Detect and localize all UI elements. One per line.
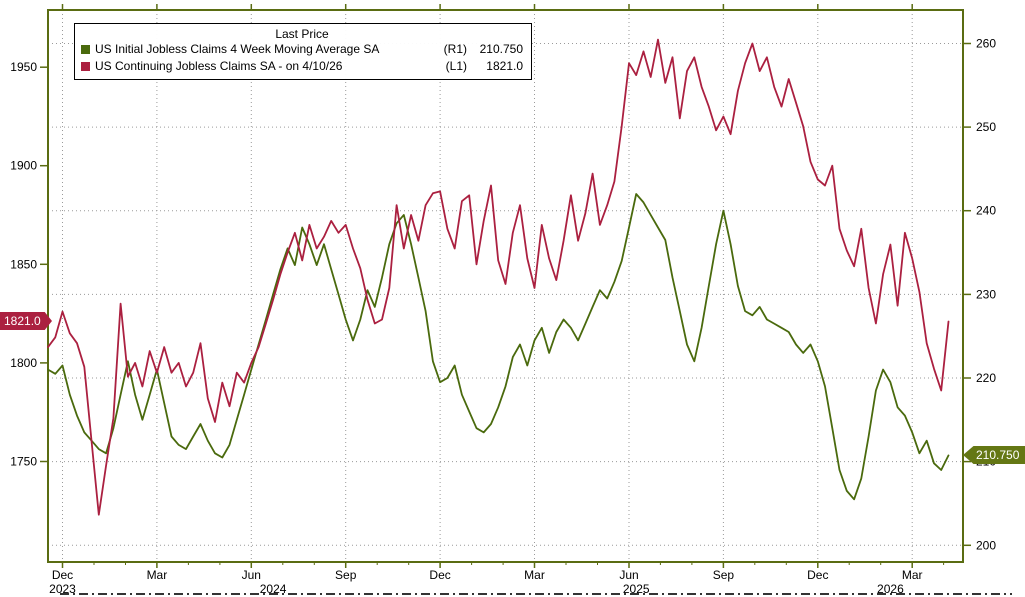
x-axis-month-label: Dec xyxy=(52,568,73,582)
plot-border xyxy=(47,9,964,563)
x-axis-month-label: Sep xyxy=(713,568,735,582)
right-axis-tick-label: 220 xyxy=(976,371,996,385)
right-axis-tick-label: 230 xyxy=(976,287,996,301)
legend-value-initial-claims: 210.750 xyxy=(479,42,523,56)
series-swatch-initial-claims xyxy=(81,45,90,54)
series-swatch-continuing-claims xyxy=(81,62,90,71)
right-axis-tick-label: 200 xyxy=(976,538,996,552)
price-tag-right-value: 210.750 xyxy=(976,448,1020,462)
right-axis-tick-label: 240 xyxy=(976,204,996,218)
left-axis-tick-label: 1750 xyxy=(10,455,37,469)
left-axis-tick-label: 1950 xyxy=(10,60,37,74)
legend-axis-tag-continuing-claims: (L1) xyxy=(445,59,467,73)
x-axis-year-label: 2023 xyxy=(49,582,76,596)
left-axis-tick-label: 1850 xyxy=(10,257,37,271)
x-axis-month-label: Dec xyxy=(807,568,828,582)
x-axis-month-label: Mar xyxy=(524,568,545,582)
price-tag-right: 210.750 xyxy=(963,446,1025,464)
legend-value-continuing-claims: 1821.0 xyxy=(486,59,523,73)
right-axis-tick-label: 260 xyxy=(976,37,996,51)
x-axis-year-label: 2026 xyxy=(877,582,904,596)
left-axis-tick-label: 1800 xyxy=(10,356,37,370)
legend-title: Last Price xyxy=(275,27,329,41)
left-axis-tick-label: 1900 xyxy=(10,159,37,173)
legend-row-continuing-claims[interactable]: US Continuing Jobless Claims SA - on 4/1… xyxy=(81,58,523,75)
x-axis-month-label: Jun xyxy=(242,568,261,582)
legend-label-initial-claims: US Initial Jobless Claims 4 Week Moving … xyxy=(95,42,380,56)
x-axis-month-label: Mar xyxy=(147,568,168,582)
x-axis-month-label: Jun xyxy=(619,568,638,582)
price-tag-left: 1821.0 xyxy=(0,312,52,330)
x-axis-month-label: Mar xyxy=(902,568,923,582)
legend-box[interactable]: Last Price US Initial Jobless Claims 4 W… xyxy=(74,23,532,80)
price-tag-left-value: 1821.0 xyxy=(4,314,41,328)
legend-axis-tag-initial-claims: (R1) xyxy=(443,42,467,56)
legend-label-continuing-claims: US Continuing Jobless Claims SA - on 4/1… xyxy=(95,59,343,73)
x-axis-month-label: Sep xyxy=(335,568,357,582)
x-axis-year-label: 2024 xyxy=(260,582,287,596)
right-axis-tick-label: 250 xyxy=(976,120,996,134)
series-line-initial-claims-4wk-ma xyxy=(47,193,950,501)
x-axis-month-label: Dec xyxy=(429,568,450,582)
x-axis-year-label: 2025 xyxy=(623,582,650,596)
series-line-continuing-claims xyxy=(47,38,950,516)
legend-row-initial-claims[interactable]: US Initial Jobless Claims 4 Week Moving … xyxy=(81,41,523,58)
